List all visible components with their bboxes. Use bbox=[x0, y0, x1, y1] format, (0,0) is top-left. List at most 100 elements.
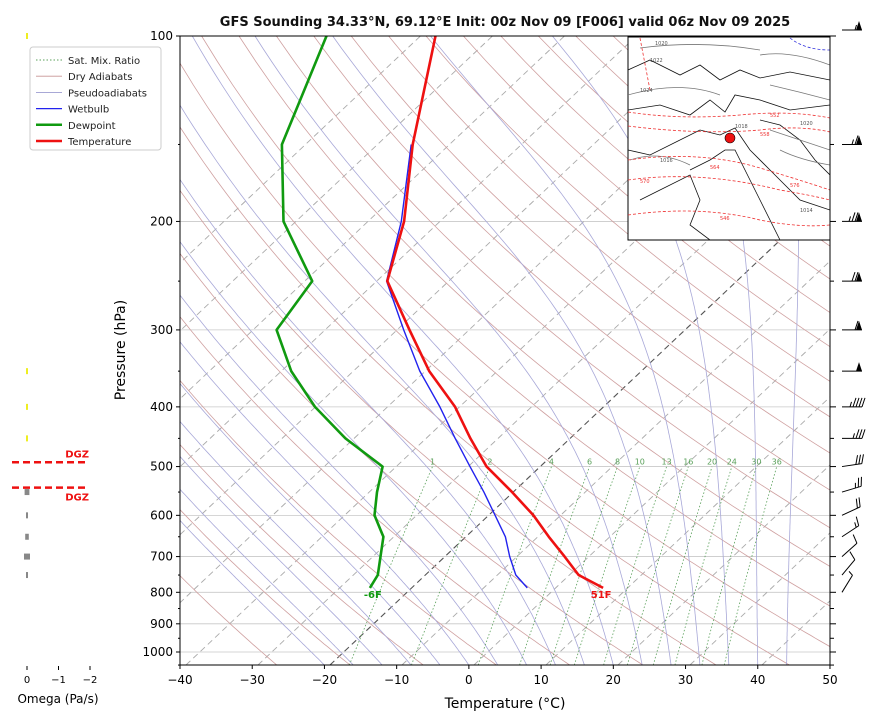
barb-half bbox=[849, 401, 852, 408]
barb-full bbox=[855, 498, 858, 509]
axes: −40 −30 −20 −10 0 10 20 30 40 5010020030040050060… bbox=[113, 29, 838, 712]
barb-full bbox=[855, 516, 860, 526]
barb-half bbox=[851, 139, 854, 145]
isotherm bbox=[180, 36, 422, 264]
mixing-ratio-label: 30 bbox=[751, 458, 761, 467]
legend-label: Pseudoadiabats bbox=[68, 88, 147, 99]
legend-label: Dewpoint bbox=[68, 121, 116, 132]
pseudoadiabat bbox=[552, 36, 730, 665]
mixing-ratio-line bbox=[411, 466, 491, 665]
map-border bbox=[639, 174, 711, 240]
isotherm bbox=[834, 35, 879, 665]
y-tick-label: 800 bbox=[150, 585, 173, 599]
x-tick-label: 40 bbox=[750, 673, 765, 687]
barb-pennant bbox=[856, 362, 862, 372]
dry-adiabat bbox=[201, 36, 830, 607]
y-tick-label: 100 bbox=[150, 29, 173, 43]
dry-adiabat bbox=[276, 36, 830, 529]
barb-full bbox=[858, 397, 863, 408]
omega-bar bbox=[26, 435, 28, 442]
x-tick-label: 20 bbox=[606, 673, 621, 687]
barb-full bbox=[861, 429, 866, 439]
barb-pennant bbox=[856, 135, 862, 145]
temperature-line bbox=[385, 36, 604, 590]
barb-pennant bbox=[856, 272, 862, 282]
barb-pennant bbox=[856, 212, 862, 222]
dry-adiabat bbox=[463, 36, 830, 348]
dry-adiabat bbox=[180, 575, 278, 665]
wind-barb bbox=[842, 135, 862, 145]
isobar bbox=[779, 149, 830, 166]
x-tick-label: −10 bbox=[384, 673, 409, 687]
contour-label: 558 bbox=[760, 132, 770, 138]
y-tick-label: 400 bbox=[150, 400, 173, 414]
height-contour bbox=[628, 125, 830, 133]
barb-half bbox=[852, 433, 855, 439]
surface-temperature-label: 51F bbox=[591, 590, 612, 601]
pseudoadiabat bbox=[786, 36, 799, 665]
mixing-ratio-line bbox=[573, 466, 641, 665]
isotherm bbox=[180, 36, 638, 468]
omega-bar bbox=[24, 553, 30, 560]
contour-label: 1020 bbox=[800, 121, 813, 127]
omega-bar bbox=[25, 533, 29, 540]
wind-barb bbox=[842, 271, 862, 282]
contour-label: 576 bbox=[790, 183, 800, 189]
y-tick-label: 200 bbox=[150, 214, 173, 228]
barb-staff bbox=[841, 559, 856, 576]
mixing-ratio-line bbox=[723, 466, 778, 665]
contour-label: 1024 bbox=[640, 88, 653, 94]
barb-staff bbox=[841, 506, 861, 516]
mixing-ratio-label: 24 bbox=[727, 458, 737, 467]
y-tick-label: 700 bbox=[150, 550, 173, 564]
height-contour bbox=[628, 156, 830, 191]
barb-full bbox=[849, 551, 856, 560]
pseudoadiabat bbox=[332, 36, 672, 665]
y-tick-label: 300 bbox=[150, 323, 173, 337]
pseudoadiabat bbox=[180, 455, 383, 665]
barb-staff bbox=[841, 485, 862, 493]
barb-full bbox=[851, 271, 856, 282]
x-tick-label: −30 bbox=[240, 673, 265, 687]
x-tick-label: 30 bbox=[678, 673, 693, 687]
surface-dewpoint-label: -6F bbox=[364, 590, 382, 601]
wind-barb bbox=[841, 551, 856, 576]
barb-full bbox=[852, 534, 858, 544]
dry-adiabat bbox=[425, 36, 830, 382]
map-content: 1020 1022 1024 1018 1016 1014 1020 552 558 564 570… bbox=[628, 37, 830, 240]
omega-bar bbox=[26, 368, 28, 375]
legend: Sat. Mix. Ratio Dry Adiabats Pseudoadiabat… bbox=[29, 46, 162, 151]
mixing-ratio-label: 20 bbox=[707, 458, 717, 467]
barb-full bbox=[855, 429, 860, 439]
mixing-ratio-line bbox=[549, 466, 618, 665]
dry-adiabat bbox=[180, 379, 497, 665]
isobar bbox=[628, 87, 721, 96]
pseudoadiabat bbox=[430, 36, 701, 665]
dry-adiabat bbox=[238, 36, 830, 567]
pseudoadiabat bbox=[180, 420, 412, 665]
dry-adiabat bbox=[388, 36, 830, 418]
contour-label: 552 bbox=[770, 113, 780, 119]
mixing-ratio-label: 1 bbox=[430, 458, 435, 467]
legend-label: Dry Adiabats bbox=[68, 72, 132, 83]
barb-full bbox=[858, 454, 861, 465]
barb-full bbox=[854, 135, 859, 145]
omega-panel: DGZ DGZ 0 −1 −2 Omega (Pa/s) bbox=[12, 33, 99, 706]
mixing-ratio-label: 6 bbox=[587, 458, 592, 467]
omega-bar bbox=[26, 33, 28, 39]
omega-tick-label: −1 bbox=[51, 675, 66, 686]
x-tick-label: 0 bbox=[465, 673, 473, 687]
plot-frame bbox=[179, 35, 831, 666]
dry-adiabat bbox=[180, 62, 830, 648]
mixing-ratio-line bbox=[603, 466, 667, 665]
isotherm bbox=[689, 532, 830, 665]
mixing-ratio-line bbox=[652, 466, 713, 665]
barb-half bbox=[848, 216, 851, 222]
barb-half bbox=[848, 571, 853, 576]
contour-label: 570 bbox=[640, 179, 650, 185]
contour-label: 1022 bbox=[650, 58, 663, 64]
isotherm bbox=[473, 328, 830, 665]
map-border bbox=[628, 94, 830, 116]
x-axis-label: Temperature (°C) bbox=[444, 696, 566, 712]
wind-barb bbox=[842, 320, 862, 331]
